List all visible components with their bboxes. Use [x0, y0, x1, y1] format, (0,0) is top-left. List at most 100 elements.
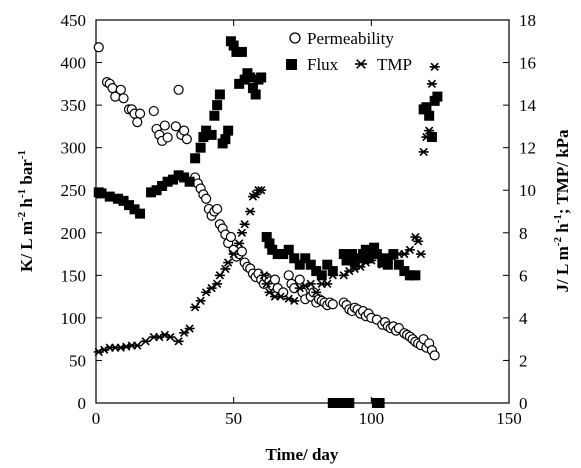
y-right-tick-label: 10 [519, 181, 536, 200]
legend: Permeability Flux TMP [286, 29, 412, 74]
flux-point [209, 110, 220, 121]
flux-point [206, 129, 217, 140]
flux-point [289, 253, 300, 264]
tmp-point [311, 288, 322, 297]
flux-point [135, 208, 146, 219]
flux-point [212, 100, 223, 111]
tmp-point [223, 258, 234, 267]
flux-point [118, 195, 129, 206]
tmp-point [399, 249, 410, 259]
tmp-point [173, 337, 184, 346]
legend-permeability-label: Permeability [307, 29, 394, 48]
tmp-point [190, 303, 201, 312]
flux-point [129, 204, 140, 215]
flux-point [190, 153, 201, 164]
permeability-point [283, 270, 294, 281]
legend-tmp-label: TMP [377, 55, 412, 74]
axis-ticks [95, 19, 510, 404]
tmp-point [220, 264, 231, 274]
permeability-point [173, 84, 184, 95]
flux-point [404, 270, 415, 281]
flux-point [327, 398, 338, 408]
permeability-point [93, 42, 104, 53]
flux-point [220, 134, 231, 145]
tmp-point [132, 341, 143, 350]
legend-flux-label: Flux [307, 55, 339, 74]
flux-point [247, 83, 258, 94]
tmp-point [258, 271, 269, 280]
y-axis-right-title: J/ L m-2 h-1; TMP/ kPa [552, 129, 572, 293]
flux-point [162, 176, 173, 187]
flux-point [146, 187, 157, 198]
y-right-tick-label: 18 [519, 11, 536, 30]
flux-point [96, 188, 107, 199]
permeability-point [115, 84, 126, 95]
tmp-point [212, 279, 223, 289]
y-left-tick-label: 150 [61, 266, 87, 285]
permeability-point [269, 274, 281, 285]
flux-point [399, 266, 410, 277]
y-left-tick-label: 0 [78, 394, 87, 413]
flux-point [283, 244, 294, 255]
tmp-point [201, 288, 212, 297]
flux-point [261, 232, 272, 243]
legend-tmp-marker [355, 59, 367, 69]
flux-point [104, 191, 115, 202]
flux-point [421, 102, 432, 113]
flux-point [201, 125, 212, 136]
plot-frame [95, 19, 510, 404]
tmp-point [410, 232, 421, 242]
y-left-tick-label: 450 [61, 11, 87, 30]
flux-point [113, 193, 124, 204]
ylabel-right-mid: h [553, 223, 572, 237]
tmp-point [206, 283, 217, 293]
flux-point [198, 132, 209, 143]
flux-point [272, 249, 283, 260]
y-right-tick-label: 16 [519, 54, 536, 73]
tick-labels: 0 50 100 1500501001502002503003504004500246… [61, 11, 537, 428]
flux-point [236, 46, 247, 57]
tmp-point [264, 288, 275, 297]
flux-point [327, 266, 338, 277]
permeability-point [107, 82, 118, 94]
data-marks [93, 36, 443, 408]
permeability-point [236, 246, 248, 257]
flux-point [305, 259, 316, 270]
ylabel-right-end: ; TMP/ kPa [553, 129, 572, 214]
tmp-point [382, 258, 393, 267]
flux-point [316, 270, 327, 281]
permeability-point [179, 125, 190, 136]
tmp-point [228, 249, 239, 259]
flux-point [374, 398, 385, 408]
flux-point [124, 200, 135, 211]
flux-point [410, 270, 421, 281]
permeability-point [181, 134, 192, 145]
flux-point [300, 253, 311, 264]
flux-point [228, 40, 239, 51]
tmp-point [327, 271, 338, 280]
y-axis-left-title: K/ L m-2 h-1 bar-1 [16, 150, 36, 272]
y-right-tick-label: 8 [519, 224, 528, 243]
flux-point [344, 398, 355, 408]
flux-point [322, 259, 333, 270]
flux-point [234, 78, 245, 89]
flux-point [267, 244, 278, 255]
flux-point [264, 238, 275, 249]
y-right-tick-label: 12 [519, 139, 536, 158]
legend-flux-marker [286, 59, 297, 70]
flux-point [278, 249, 289, 260]
ylabel-left-base: K/ L m [17, 221, 36, 272]
y-left-tick-label: 100 [61, 309, 87, 328]
tmp-point [418, 147, 429, 157]
permeability-point [159, 120, 170, 131]
tmp-point [388, 254, 399, 263]
tmp-point [322, 279, 333, 289]
x-tick-label: 50 [225, 409, 242, 428]
y-left-tick-label: 250 [61, 181, 87, 200]
flux-point [360, 244, 371, 255]
flux-point [424, 110, 435, 121]
flux-point [250, 89, 261, 100]
tmp-point [245, 207, 256, 216]
x-tick-label: 100 [359, 409, 385, 428]
permeability-point [201, 193, 212, 204]
